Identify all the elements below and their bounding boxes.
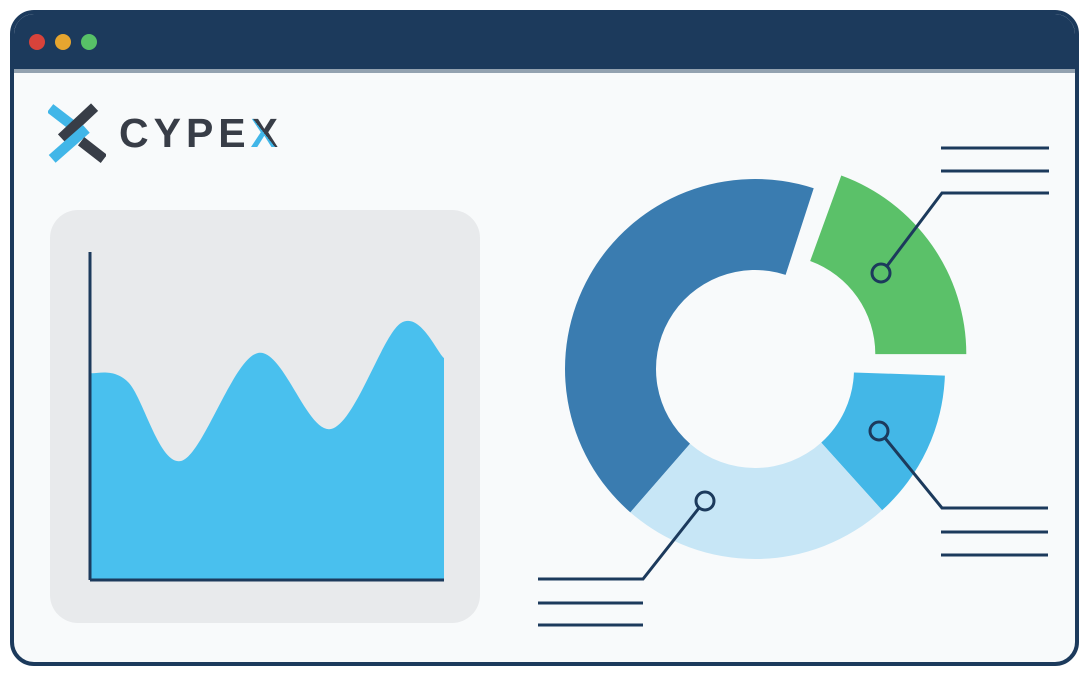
brand-logo: CYPE X [48, 103, 283, 163]
area-chart [88, 252, 444, 582]
brand-wordmark-tail: X [250, 109, 284, 156]
callout-green-connector [885, 191, 1049, 267]
segment-light-blue[interactable] [630, 442, 883, 559]
segment-dark-blue[interactable] [564, 178, 814, 513]
callout-green-anchor[interactable] [870, 262, 892, 284]
close-button[interactable] [29, 33, 45, 50]
area-series[interactable] [90, 320, 444, 580]
brand-wordmark: CYPE X [119, 109, 284, 156]
area-chart-panel [50, 210, 480, 623]
window-titlebar[interactable] [14, 14, 1075, 73]
callout-light-blue-connector [538, 507, 701, 581]
callout-medium-blue-connector [883, 437, 1048, 510]
zoom-button[interactable] [81, 33, 97, 50]
brand-logo-icon [48, 103, 106, 163]
callout-medium-blue-anchor[interactable] [868, 420, 890, 442]
callout-light-blue-anchor[interactable] [694, 490, 716, 512]
minimize-button[interactable] [55, 33, 71, 50]
brand-wordmark-head: CYPE [119, 109, 251, 156]
segment-medium-blue[interactable] [821, 372, 945, 511]
